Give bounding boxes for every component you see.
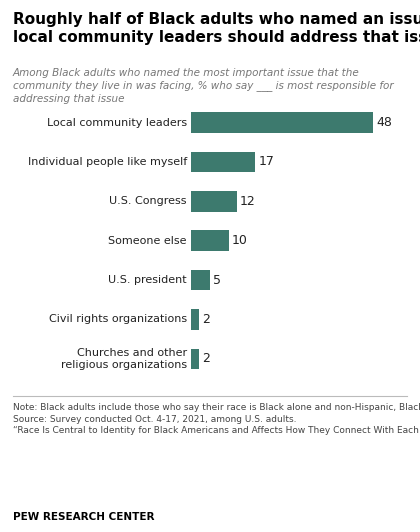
Text: 17: 17 [259,155,274,169]
Text: Among Black adults who named the most important issue that the
community they li: Among Black adults who named the most im… [13,68,393,104]
Text: U.S. president: U.S. president [108,275,187,285]
Text: U.S. Congress: U.S. Congress [109,196,187,206]
Bar [191,270,210,290]
Bar [191,309,199,330]
Text: Roughly half of Black adults who named an issue say
local community leaders shou: Roughly half of Black adults who named a… [13,12,420,45]
Text: PEW RESEARCH CENTER: PEW RESEARCH CENTER [13,512,154,522]
Text: Churches and other
religious organizations: Churches and other religious organizatio… [61,348,187,370]
Bar [191,230,229,251]
Text: 12: 12 [239,195,255,208]
Text: 2: 2 [202,313,210,326]
Bar [191,112,373,133]
Text: 48: 48 [376,116,392,129]
Bar [191,152,255,172]
Text: Note: Black adults include those who say their race is Black alone and non-Hispa: Note: Black adults include those who say… [13,403,420,435]
Text: 10: 10 [232,234,248,247]
Bar [191,191,236,212]
Text: Someone else: Someone else [108,236,187,246]
Text: 2: 2 [202,352,210,365]
Text: Civil rights organizations: Civil rights organizations [49,314,187,325]
Text: Local community leaders: Local community leaders [47,118,187,128]
Bar [191,348,199,369]
Text: Individual people like myself: Individual people like myself [28,157,187,167]
Text: 5: 5 [213,273,221,287]
